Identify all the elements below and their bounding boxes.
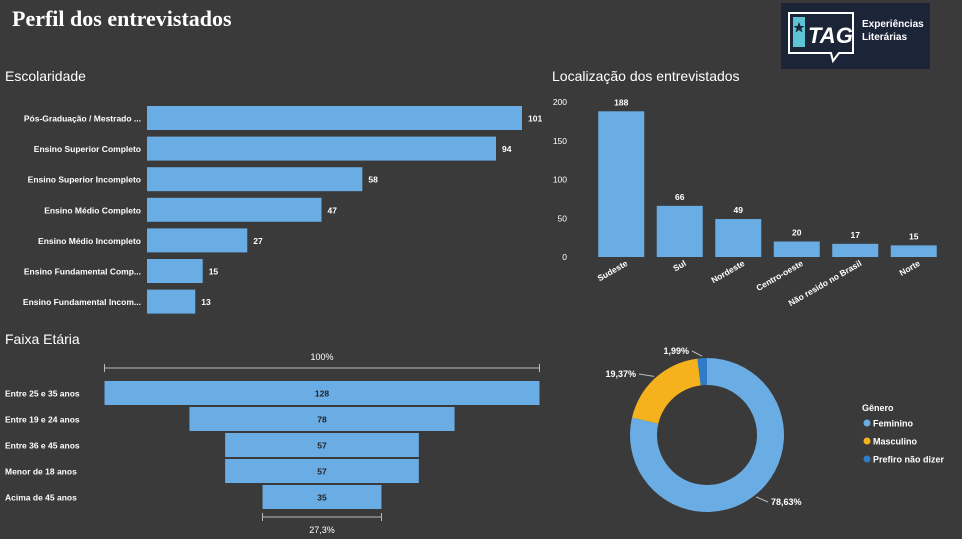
bar [832,243,879,257]
funnel-bar [225,433,419,457]
legend-label: Prefiro não dizer [873,455,945,465]
funnel-bar [189,407,455,431]
funnel-bar [104,381,540,405]
data-label: 58 [368,175,378,185]
legend-label: Feminino [873,419,914,429]
legend-swatch [863,455,871,463]
category-label: Menor de 18 anos [5,467,77,477]
legend-swatch [863,419,871,427]
data-label: 15 [209,267,219,277]
bar [147,167,363,192]
category-label: Ensino Superior Completo [34,144,141,154]
brand-logo: TAG Experiências Literárias [781,3,930,69]
data-label: 57 [317,441,327,451]
logo-text-line2: Literárias [862,32,908,43]
data-label: 47 [328,205,338,215]
escolaridade-title: Escolaridade [5,68,86,84]
category-label: Entre 19 e 24 anos [5,415,80,425]
logo-text-line1: Experiências [862,19,924,30]
data-label: 57 [317,467,327,477]
faixa-etaria-chart: 100% 128 Entre 25 e 35 anos 78 Entre 19 e 24… [5,352,540,535]
leader-line [691,350,703,357]
y-tick-label: 100 [553,175,567,185]
bar [890,245,937,257]
faixa-etaria-title: Faixa Etária [5,331,80,347]
y-tick-label: 200 [553,97,567,107]
category-label: Pós-Graduação / Mestrado ... [24,114,141,124]
category-label: Ensino Médio Incompleto [38,236,141,246]
bar [147,259,203,283]
data-label: 15 [909,231,919,241]
y-tick-label: 50 [558,213,568,223]
category-label: Ensino Médio Completo [44,205,141,215]
range-label-top: 100% [310,352,333,362]
category-label: Entre 25 e 35 anos [5,389,80,399]
legend-title: Gênero [862,403,894,413]
y-tick-label: 0 [562,252,567,262]
range-label-bottom: 27,3% [309,525,335,535]
bar [147,289,196,314]
bar [656,205,703,257]
category-label: Ensino Fundamental Incom... [23,297,141,307]
bar [147,228,248,253]
bar [147,136,497,161]
logo-mark: TAG [808,23,853,48]
data-label: 1,99% [663,346,689,356]
pie-slice [630,358,784,513]
y-tick-label: 150 [553,136,567,146]
localizacao-title: Localização dos entrevistados [552,68,740,84]
data-label: 13 [201,297,211,307]
data-label: 20 [792,228,802,238]
data-label: 35 [317,493,327,503]
category-label: Acima de 45 anos [5,493,77,503]
category-label: Ensino Fundamental Comp... [24,267,141,277]
bar [773,241,820,257]
page-title: Perfil dos entrevistados [12,6,232,31]
bar [147,197,322,222]
escolaridade-chart: Pós-Graduação / Mestrado ... 101 Ensino Su… [23,106,542,314]
funnel-bar [262,485,382,509]
data-label: 94 [502,144,512,154]
data-label: 66 [675,192,685,202]
legend-label: Masculino [873,437,918,447]
tag-logo-icon: TAG [788,12,854,64]
bar [715,219,762,257]
data-label: 78 [317,415,327,425]
category-label: Entre 36 e 45 anos [5,441,80,451]
data-label: 19,37% [605,369,636,379]
data-label: 17 [851,230,861,240]
pie-slice [697,358,707,386]
leader-line [755,496,769,503]
category-label: Ensino Superior Incompleto [28,175,141,185]
data-label: 188 [614,97,628,107]
bar [598,111,645,257]
data-label: 101 [528,114,542,124]
leader-line [638,373,655,377]
data-label: 128 [315,389,329,399]
data-label: 27 [253,236,263,246]
bar [147,106,522,130]
funnel-bar [225,459,419,483]
pie-slice [632,358,701,424]
data-label: 49 [734,205,744,215]
legend-swatch [863,437,871,445]
data-label: 78,63% [771,497,802,507]
